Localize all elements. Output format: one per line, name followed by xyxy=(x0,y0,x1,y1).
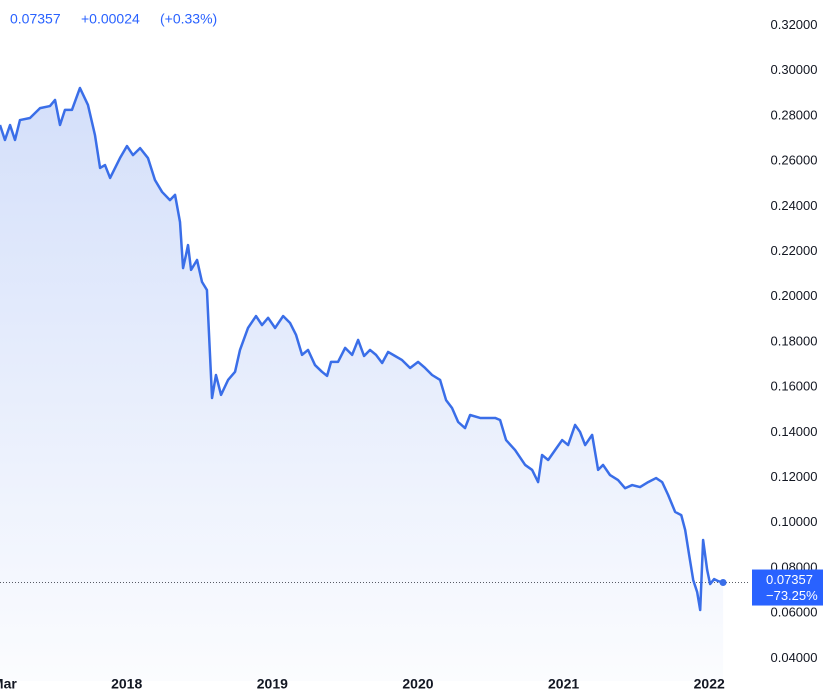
y-tick-label: 0.24000 xyxy=(771,198,818,213)
header-price: 0.07357 xyxy=(10,11,61,27)
y-tick-label: 0.04000 xyxy=(771,650,818,665)
line xyxy=(0,86,724,612)
y-tick-label: 0.30000 xyxy=(771,62,818,77)
y-tick-label: 0.22000 xyxy=(771,243,818,258)
y-tick-label: 0.06000 xyxy=(771,605,818,620)
y-tick-label: 0.12000 xyxy=(771,469,818,484)
price-badge-label: 0.07357 xyxy=(766,572,813,587)
header-change: +0.00024 xyxy=(81,11,140,27)
y-tick-label: 0.28000 xyxy=(771,107,818,122)
header-change-percent: (+0.33%) xyxy=(160,11,217,27)
y-tick-label: 0.14000 xyxy=(771,424,818,439)
y-tick-label: 0.16000 xyxy=(771,379,818,394)
y-tick-label: 0.18000 xyxy=(771,333,818,348)
y-tick-label: 0.26000 xyxy=(771,153,818,168)
y-tick-label: 0.20000 xyxy=(771,288,818,303)
y-tick-label: 0.32000 xyxy=(771,17,818,32)
last-point xyxy=(719,579,727,587)
price-badge xyxy=(752,569,823,606)
price-badge-change: −73.25% xyxy=(766,588,818,603)
y-tick-label: 0.10000 xyxy=(771,514,818,529)
